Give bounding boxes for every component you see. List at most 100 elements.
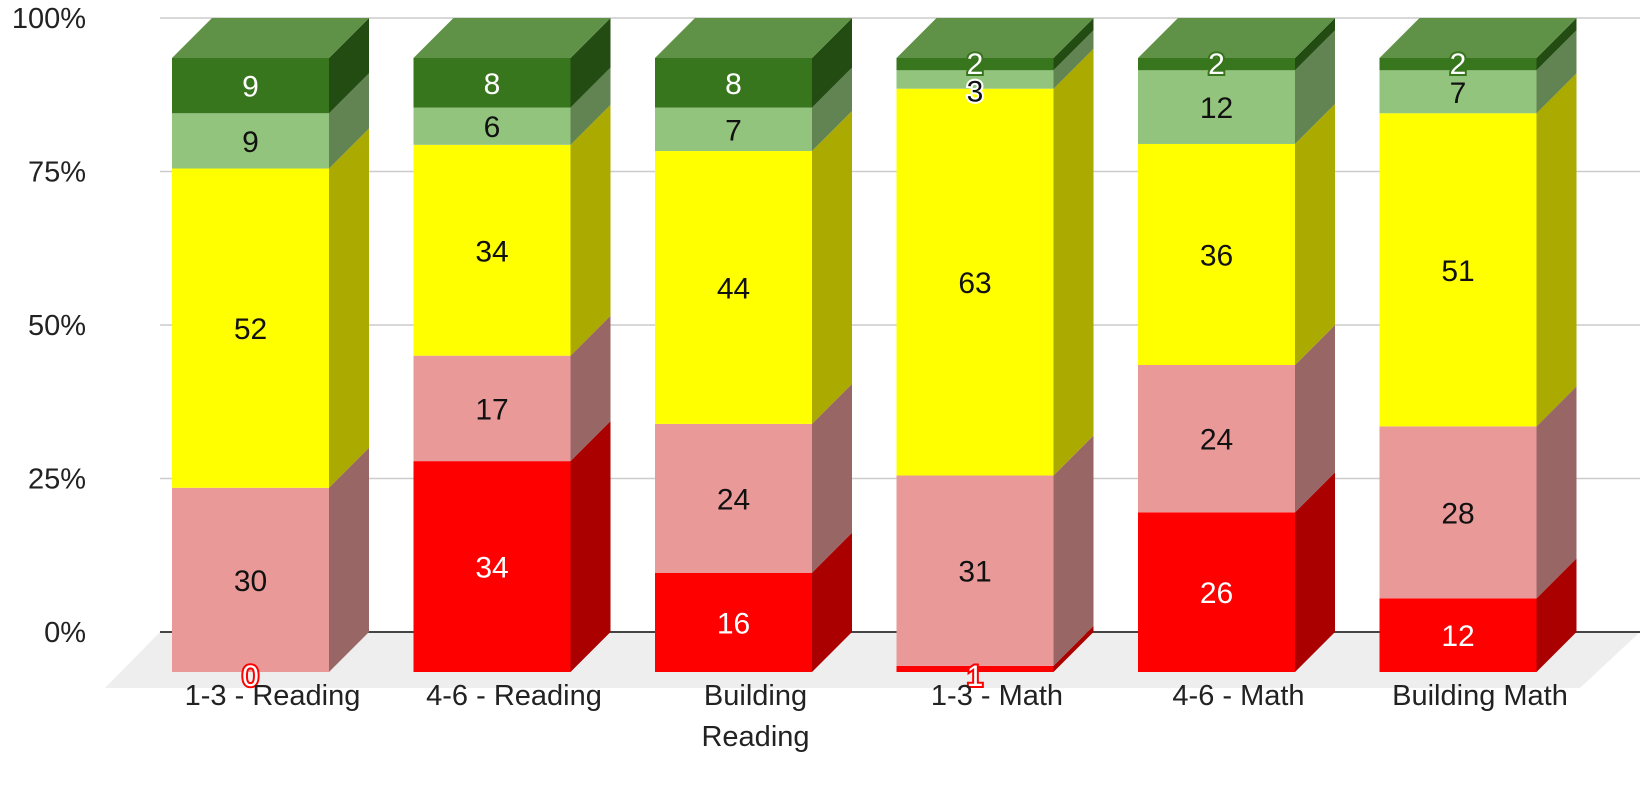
bar-segment [1138, 512, 1295, 672]
bar-segment-side [329, 18, 369, 114]
bar-segment-side [812, 111, 852, 424]
bar-top [172, 18, 369, 58]
y-tick-label: 100% [12, 3, 86, 35]
data-label: 2 [967, 48, 984, 81]
bar-stack [413, 18, 611, 672]
data-label: 34 [475, 552, 508, 585]
y-tick-label: 50% [28, 310, 86, 342]
data-label: 7 [725, 114, 742, 147]
data-label: 24 [1200, 424, 1233, 457]
data-label: 34 [475, 235, 508, 268]
data-label: 8 [725, 68, 742, 101]
bar-top [413, 18, 611, 58]
bar-segment [172, 168, 329, 488]
data-label: 51 [1441, 255, 1474, 288]
data-label: 9 [242, 126, 259, 159]
bar-segment-side [329, 128, 369, 488]
bar-top [1138, 18, 1335, 58]
bar-segment [172, 58, 329, 114]
bar-segment [413, 461, 571, 672]
bar-segment [1138, 365, 1295, 513]
bar-segment-side [812, 383, 852, 573]
bar-segment-side [1295, 103, 1335, 366]
data-label: 28 [1441, 497, 1474, 530]
bar-segment [1379, 426, 1537, 599]
bar-segment-side [329, 73, 369, 169]
bar-segment-side [1053, 18, 1094, 71]
bar-segment-side [812, 18, 852, 108]
data-label: 31 [958, 556, 991, 589]
bar-segment [655, 58, 812, 108]
x-axis: 1-3 - Reading 4-6 - Reading Building Readin… [185, 680, 1568, 753]
bar-segment [1379, 598, 1537, 672]
bar-segment-side [1536, 386, 1577, 599]
bar-segment [1379, 58, 1537, 71]
bar-segment [413, 58, 571, 108]
bar-segment [1379, 113, 1537, 427]
bar-segment-side [570, 104, 611, 356]
data-label: 1 [967, 660, 984, 693]
bar-segment [413, 355, 571, 462]
bar-segment [655, 572, 812, 672]
bar-segment-side [1295, 325, 1335, 513]
bar-top [1379, 18, 1577, 58]
bar-segment-side [1536, 30, 1577, 114]
bar-segment-side [570, 18, 611, 108]
x-tick-label: 1-3 - Math [931, 680, 1063, 712]
bars [172, 18, 1577, 672]
data-label: 30 [234, 565, 267, 598]
data-label: 7 [1450, 77, 1467, 110]
data-label: 36 [1200, 239, 1233, 272]
bar-segment [413, 107, 571, 145]
bar-segment [172, 113, 329, 169]
bar-segment-side [1536, 18, 1577, 71]
bar-segment-side [1536, 558, 1577, 672]
data-label: 6 [484, 111, 501, 144]
bar-top [896, 18, 1094, 58]
data-label: 2 [1450, 48, 1467, 81]
data-label: 12 [1200, 92, 1233, 125]
x-tick-label: Building Math [1392, 680, 1568, 712]
data-label: 44 [717, 272, 750, 305]
bar-segment-side [570, 67, 611, 145]
bar-segment [413, 144, 571, 356]
bar-segment-side [1053, 625, 1094, 672]
data-label: 52 [234, 313, 267, 346]
bar-segment [896, 70, 1054, 89]
bar-segment [655, 423, 812, 573]
bar-segment [172, 487, 329, 672]
data-label: 26 [1200, 577, 1233, 610]
x-tick-label: 4-6 - Reading [426, 680, 602, 712]
y-tick-label: 0% [44, 617, 86, 649]
data-labels: 0305299341734681624447813163322624361221… [234, 46, 1475, 695]
bar-segment-side [1053, 30, 1094, 89]
y-tick-label: 25% [28, 464, 86, 496]
data-label: 12 [1441, 620, 1474, 653]
data-label: 9 [242, 71, 259, 104]
data-label: 16 [717, 607, 750, 640]
data-label: 0 [242, 660, 259, 693]
bar-segment-side [1053, 435, 1094, 666]
bar-segment [1138, 70, 1295, 144]
data-label: 24 [717, 483, 750, 516]
bar-stack [1379, 18, 1577, 672]
bar-segment-side [1295, 472, 1335, 672]
y-tick-label: 75% [28, 157, 86, 189]
bar-segment [655, 107, 812, 152]
bar-segment [896, 58, 1054, 71]
bar-segment [896, 475, 1054, 666]
data-label: 2 [1208, 48, 1225, 81]
bar-stack [655, 18, 852, 672]
bar-top [655, 18, 852, 58]
x-tick-label: 4-6 - Math [1172, 680, 1304, 712]
bar-segment [896, 88, 1054, 476]
bar-segment-side [812, 67, 852, 152]
data-label: 63 [958, 267, 991, 300]
bar-segment-side [1295, 30, 1335, 144]
x-tick-label: Building Reading [701, 680, 809, 753]
bar-segment [1379, 70, 1537, 114]
bar-stack [1138, 18, 1335, 672]
bar-segment-side [1053, 48, 1094, 476]
data-label: 8 [484, 68, 501, 101]
